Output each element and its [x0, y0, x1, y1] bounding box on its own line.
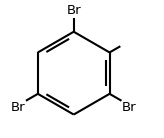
Text: Br: Br — [11, 101, 25, 114]
Text: Br: Br — [66, 4, 81, 17]
Text: Br: Br — [122, 101, 137, 114]
